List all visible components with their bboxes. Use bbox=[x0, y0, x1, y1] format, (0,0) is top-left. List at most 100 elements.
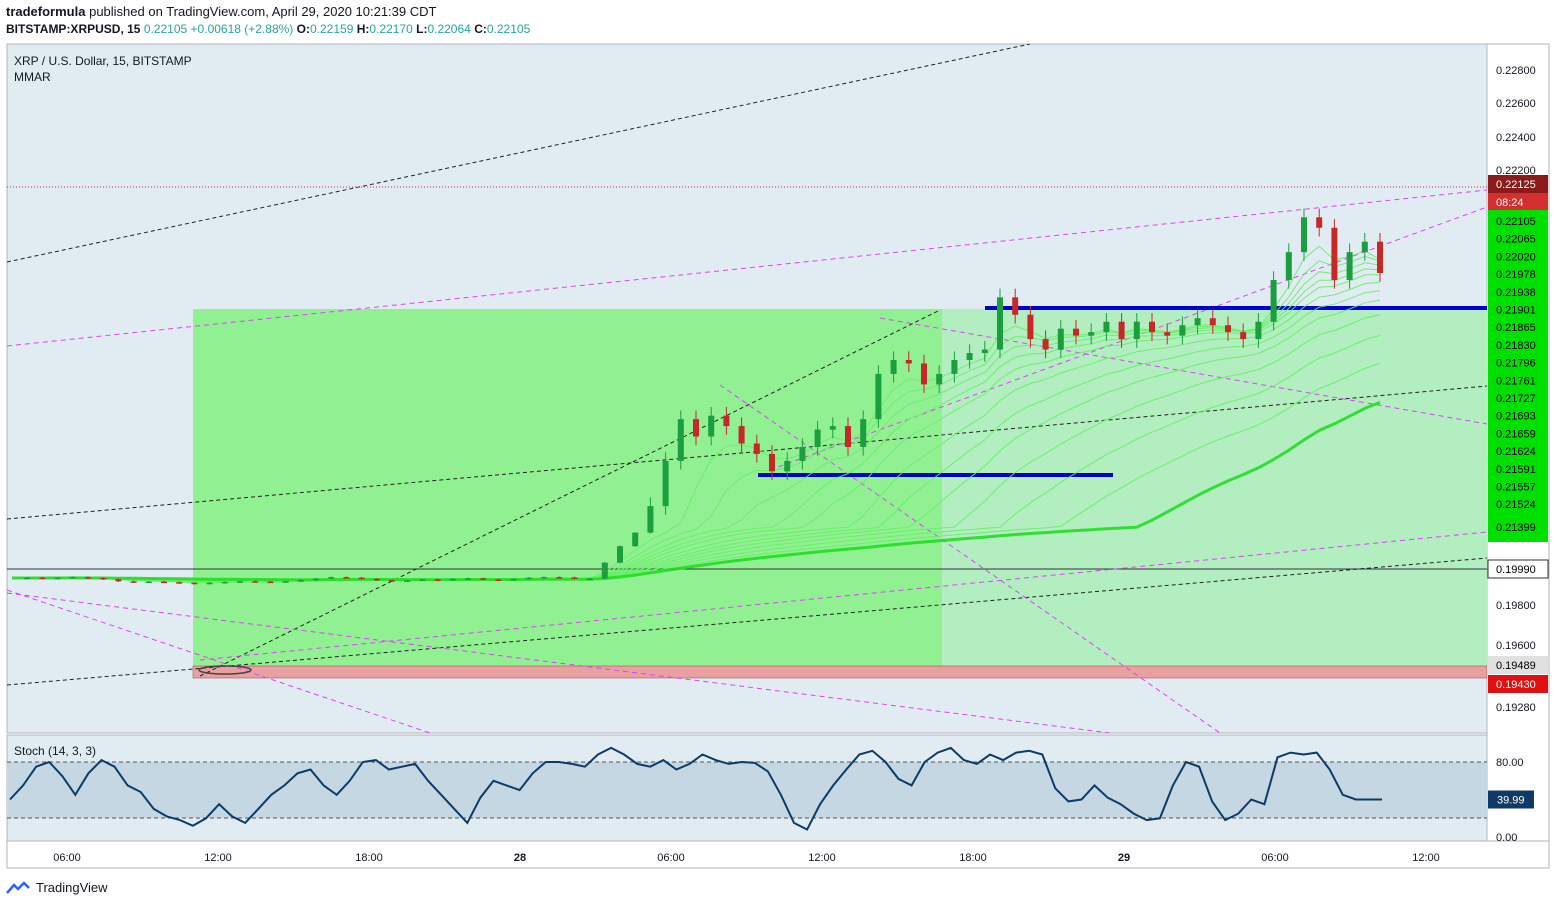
candle-body bbox=[1331, 227, 1338, 280]
high-value: 0.22170 bbox=[369, 22, 413, 36]
time-tick-label: 29 bbox=[1118, 852, 1130, 864]
candle-body bbox=[1103, 321, 1110, 333]
candle-body bbox=[617, 546, 623, 563]
time-tick-label: 28 bbox=[514, 852, 526, 864]
price-chart[interactable]: XRP / U.S. Dollar, 15, BITSTAMP MMAR Sto… bbox=[0, 0, 1555, 870]
price-label-green: 0.21524 bbox=[1496, 499, 1536, 511]
candle-body bbox=[1027, 314, 1034, 340]
candle-body bbox=[693, 419, 699, 437]
price-label-green: 0.21624 bbox=[1496, 446, 1536, 458]
price-change: +0.00618 (+2.88%) bbox=[190, 22, 294, 36]
price-tick-label: 0.19280 bbox=[1496, 702, 1536, 714]
stoch-k-line bbox=[9, 746, 1382, 831]
candle-body bbox=[69, 577, 76, 579]
stoch-value-label: 39.99 bbox=[1488, 790, 1534, 809]
open-value: 0.22159 bbox=[309, 22, 354, 36]
candle-body bbox=[495, 579, 502, 581]
svg-text:0.19430: 0.19430 bbox=[1496, 679, 1536, 691]
candle-body bbox=[875, 373, 882, 420]
candle-body bbox=[39, 577, 46, 580]
time-tick-label: 12:00 bbox=[1412, 852, 1440, 864]
price-label-green: 0.21901 bbox=[1496, 305, 1536, 317]
price-label-last-dotted: 0.22125 bbox=[1488, 175, 1548, 193]
candle-body bbox=[85, 577, 91, 579]
candle-body bbox=[510, 578, 517, 581]
candle-body bbox=[829, 426, 836, 430]
time-axis-labels: 06:00 12:00 18:00 28 06:00 12:00 18:00 29 06:00 1… bbox=[53, 852, 1440, 864]
svg-text:0.21727: 0.21727 bbox=[1496, 393, 1536, 405]
candle-body bbox=[921, 363, 927, 385]
svg-text:0.21524: 0.21524 bbox=[1496, 499, 1536, 511]
svg-text:0.21865: 0.21865 bbox=[1496, 322, 1536, 334]
candle-body bbox=[54, 577, 61, 580]
candle-body bbox=[769, 453, 775, 472]
svg-text:0.19990: 0.19990 bbox=[1496, 564, 1536, 576]
publish-line: tradeformula published on TradingView.co… bbox=[6, 4, 436, 19]
price-label-green: 0.21978 bbox=[1496, 269, 1536, 281]
candle-body bbox=[1255, 321, 1262, 340]
candle-body bbox=[161, 581, 167, 584]
stoch-tick-label: 80.00 bbox=[1496, 757, 1524, 769]
candle-body bbox=[541, 577, 547, 579]
candle-body bbox=[708, 415, 715, 437]
price-axis-labels: 0.22800 0.22600 0.22400 0.22200 0.19800 0.196… bbox=[1487, 65, 1549, 844]
candle-body bbox=[130, 581, 137, 583]
target-zone-dark bbox=[193, 309, 942, 666]
candle-body bbox=[206, 582, 213, 585]
time-tick-label: 12:00 bbox=[204, 852, 232, 864]
candle-body bbox=[723, 415, 730, 427]
candle-body bbox=[389, 580, 395, 582]
candle-body bbox=[1301, 217, 1307, 253]
candle-body bbox=[434, 579, 441, 581]
candle-body bbox=[1194, 318, 1201, 326]
time-tick-label: 06:00 bbox=[1261, 852, 1289, 864]
trendline-black-2 bbox=[7, 385, 1487, 520]
svg-text:0.22125: 0.22125 bbox=[1496, 179, 1536, 191]
candle-body bbox=[525, 577, 532, 580]
svg-text:0.21659: 0.21659 bbox=[1496, 428, 1536, 440]
svg-text:0.21591: 0.21591 bbox=[1496, 464, 1536, 476]
candle-body bbox=[100, 578, 107, 580]
candle-body bbox=[1073, 328, 1079, 336]
time-axis[interactable] bbox=[6, 840, 1550, 869]
candle-body bbox=[221, 581, 228, 584]
mmar-line bbox=[12, 401, 1381, 582]
close-label: C: bbox=[474, 22, 487, 36]
trendline-black-1 bbox=[7, 44, 1031, 263]
svg-text:0.22105: 0.22105 bbox=[1496, 216, 1536, 228]
last-price: 0.22105 bbox=[143, 22, 188, 36]
highlight-ellipse bbox=[198, 665, 252, 675]
candle-body bbox=[1149, 321, 1155, 333]
symbol: BITSTAMP:XRPUSD, 15 bbox=[6, 22, 141, 36]
svg-text:0.21901: 0.21901 bbox=[1496, 305, 1536, 317]
candle-body bbox=[449, 578, 456, 581]
svg-text:0.21796: 0.21796 bbox=[1496, 358, 1536, 370]
candle-body bbox=[252, 581, 259, 583]
trendline-magenta-2 bbox=[7, 589, 431, 733]
candle-body bbox=[1209, 318, 1216, 326]
price-label-green: 0.22105 bbox=[1488, 210, 1548, 542]
price-tick-label: 0.22400 bbox=[1496, 132, 1536, 144]
price-label-green: 0.21399 bbox=[1496, 522, 1536, 534]
candle-body bbox=[373, 578, 380, 581]
candle-body bbox=[677, 419, 684, 461]
tradingview-logo-icon[interactable] bbox=[6, 880, 30, 895]
candle-body bbox=[1361, 241, 1368, 253]
trendline-black-4 bbox=[199, 309, 941, 677]
trendline-magenta-5 bbox=[879, 317, 1487, 425]
price-label-green: 0.21938 bbox=[1496, 287, 1536, 299]
open-label: O: bbox=[296, 22, 310, 36]
candle-body bbox=[328, 577, 335, 579]
low-label: L: bbox=[416, 22, 428, 36]
price-label-green: 0.21659 bbox=[1496, 428, 1536, 440]
svg-text:0.21557: 0.21557 bbox=[1496, 482, 1536, 494]
candle-body bbox=[191, 582, 198, 585]
author[interactable]: tradeformula bbox=[6, 4, 86, 19]
svg-text:0.21830: 0.21830 bbox=[1496, 340, 1536, 352]
candle-body bbox=[358, 577, 365, 580]
candles bbox=[24, 208, 1383, 585]
price-label-green: 0.21557 bbox=[1496, 482, 1536, 494]
time-tick-label: 12:00 bbox=[808, 852, 836, 864]
footer-brand[interactable]: TradingView bbox=[36, 880, 108, 895]
candle-body bbox=[1088, 332, 1095, 336]
